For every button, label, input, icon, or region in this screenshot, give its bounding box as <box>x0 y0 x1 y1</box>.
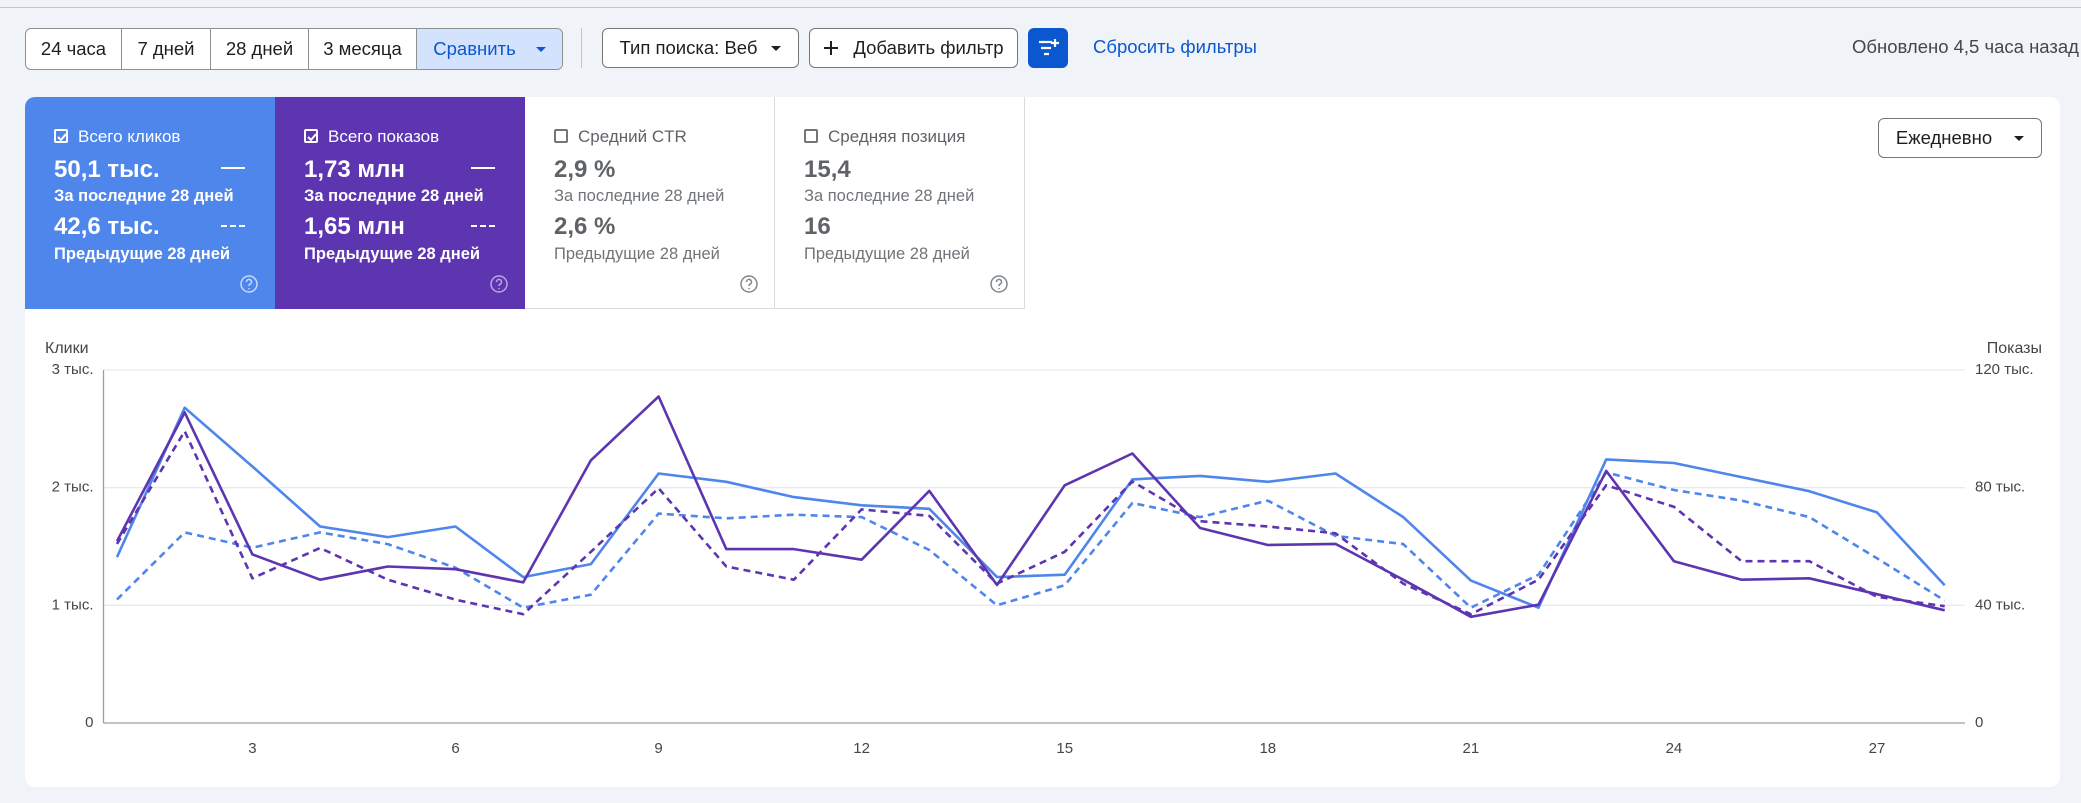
y-tick-label: 0 <box>85 714 93 731</box>
checkbox[interactable] <box>54 129 68 143</box>
metric-previous-period: Предыдущие 28 дней <box>54 245 231 263</box>
search-type-label: Тип поиска: Веб <box>619 37 758 58</box>
add-filter-button[interactable]: Добавить фильтр <box>809 28 1018 68</box>
metric-value: 2,9 % <box>554 156 616 183</box>
top-divider <box>0 7 2081 8</box>
series-line <box>116 471 1946 609</box>
metric-title: Средняя позиция <box>828 127 966 146</box>
x-tick-label: 27 <box>1869 740 1886 757</box>
granularity-label: Ежедневно <box>1895 127 1993 148</box>
series-line <box>115 406 1946 609</box>
reset-filters-link[interactable]: Сбросить фильтры <box>1093 36 1257 57</box>
metric-previous-value: 2,6 % <box>554 213 616 240</box>
help-icon[interactable] <box>489 274 509 294</box>
y2-tick-label: 40 тыс. <box>1975 596 2025 613</box>
metric-period: За последние 28 дней <box>554 187 725 205</box>
help-icon[interactable] <box>989 274 1009 294</box>
metric-title: Средний CTR <box>578 127 687 146</box>
metric-period: За последние 28 дней <box>54 187 234 205</box>
metric-previous-value: 1,65 млн <box>304 213 405 240</box>
y-axis-title: Клики <box>45 340 89 357</box>
y2-axis-title: Показы <box>1987 340 2042 357</box>
metric-card[interactable]: Средняя позиция 15,4 За последние 28 дне… <box>775 97 1025 309</box>
filter-icon-button[interactable] <box>1028 28 1068 68</box>
range-button[interactable]: 24 часа <box>26 29 122 69</box>
checkbox[interactable] <box>804 129 818 143</box>
search-type-button[interactable]: Тип поиска: Веб <box>602 28 799 68</box>
metric-previous-value: 16 <box>804 213 831 240</box>
caret <box>771 45 782 51</box>
compare-label: Сравнить <box>433 38 516 59</box>
dashed-indicator <box>221 225 245 227</box>
add-filter-label: Добавить фильтр <box>853 37 1004 58</box>
checkbox[interactable] <box>304 129 318 143</box>
compare-button[interactable]: Сравнить <box>417 29 562 69</box>
x-tick-label: 3 <box>248 740 256 757</box>
x-tick-label: 18 <box>1259 740 1276 757</box>
metric-previous-period: Предыдущие 28 дней <box>554 245 720 263</box>
plus-icon <box>824 41 839 55</box>
y-tick-label: 2 тыс. <box>52 479 94 496</box>
metric-title: Всего показов <box>328 127 440 146</box>
x-tick-label: 15 <box>1056 740 1073 757</box>
separator <box>581 28 582 68</box>
y2-tick-label: 120 тыс. <box>1975 361 2034 378</box>
metric-value: 50,1 тыс. <box>54 156 160 183</box>
range-button[interactable]: 7 дней <box>122 29 211 69</box>
x-tick-label: 24 <box>1666 740 1683 757</box>
metric-previous-value: 42,6 тыс. <box>54 213 160 240</box>
metric-previous-period: Предыдущие 28 дней <box>304 245 481 263</box>
metric-card[interactable]: Всего кликов 50,1 тыс. За последние 28 д… <box>25 97 275 309</box>
metric-card[interactable]: Средний CTR 2,9 % За последние 28 дней 2… <box>525 97 775 309</box>
solid-indicator <box>221 167 245 169</box>
metric-period: За последние 28 дней <box>804 187 975 205</box>
metric-value: 15,4 <box>804 156 851 183</box>
filter-icon <box>1039 39 1059 56</box>
range-button[interactable]: 3 месяца <box>309 29 417 69</box>
help-icon[interactable] <box>239 274 259 294</box>
metric-value: 1,73 млн <box>304 156 405 183</box>
help-icon[interactable] <box>739 274 759 294</box>
dashed-indicator <box>471 225 495 227</box>
caret <box>535 46 546 52</box>
checkbox[interactable] <box>554 129 568 143</box>
x-tick-label: 9 <box>654 740 662 757</box>
metric-previous-period: Предыдущие 28 дней <box>804 245 970 263</box>
metric-period: За последние 28 дней <box>304 187 484 205</box>
x-tick-label: 21 <box>1463 740 1480 757</box>
metric-card[interactable]: Всего показов 1,73 млн За последние 28 д… <box>275 97 525 309</box>
updated-status: Обновлено 4,5 часа назад <box>1852 36 2079 57</box>
y2-tick-label: 80 тыс. <box>1975 479 2025 496</box>
range-button[interactable]: 28 дней <box>211 29 309 69</box>
solid-indicator <box>471 167 495 169</box>
performance-panel: Всего кликов 50,1 тыс. За последние 28 д… <box>25 97 2060 787</box>
caret <box>2014 135 2025 141</box>
y-tick-label: 1 тыс. <box>52 596 94 613</box>
date-range-group: 24 часа 7 дней 28 дней 3 месяца Сравнить <box>25 28 563 70</box>
x-tick-label: 12 <box>853 740 870 757</box>
series-line <box>115 395 1946 619</box>
y-tick-label: 3 тыс. <box>52 361 94 378</box>
granularity-dropdown[interactable]: Ежедневно <box>1878 118 2042 158</box>
series-line <box>115 429 1945 616</box>
y2-tick-label: 0 <box>1975 714 1983 731</box>
x-tick-label: 6 <box>451 740 459 757</box>
metric-title: Всего кликов <box>78 127 181 146</box>
